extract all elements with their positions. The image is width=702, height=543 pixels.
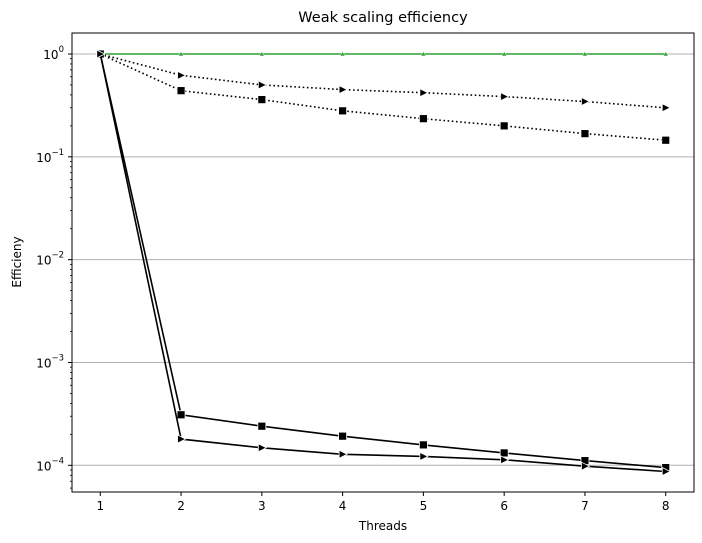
series-1-point bbox=[178, 50, 184, 57]
y-tick-label-base: 10 bbox=[36, 459, 51, 473]
series-5-point bbox=[500, 455, 510, 465]
x-tick-label: 6 bbox=[500, 499, 508, 513]
x-tick-label: 4 bbox=[339, 499, 347, 513]
series-3-point bbox=[418, 114, 428, 124]
x-tick-label: 5 bbox=[420, 499, 428, 513]
series-5-point bbox=[177, 434, 187, 444]
plot-series bbox=[95, 49, 672, 477]
series-2 bbox=[96, 49, 672, 113]
series-5-point bbox=[338, 449, 349, 459]
series-5 bbox=[96, 49, 672, 477]
series-1 bbox=[97, 50, 669, 57]
x-tick-label: 2 bbox=[177, 499, 185, 513]
series-2-point bbox=[338, 85, 349, 95]
x-tick-label: 1 bbox=[96, 499, 104, 513]
series-1-point bbox=[582, 50, 588, 57]
series-5-point bbox=[96, 49, 106, 59]
series-2-point bbox=[661, 103, 672, 113]
y-tick-label: 100 bbox=[43, 45, 64, 62]
series-2-point bbox=[257, 80, 268, 90]
series-3 bbox=[95, 49, 671, 145]
series-1-point bbox=[420, 50, 427, 57]
y-axis-label: Efficieny bbox=[10, 236, 24, 287]
y-tick-label-exponent: −3 bbox=[51, 353, 64, 363]
series-1-point bbox=[258, 50, 265, 57]
x-tick-label: 3 bbox=[258, 499, 266, 513]
series-4-line bbox=[99, 53, 666, 469]
y-tick-label: 10−1 bbox=[36, 148, 64, 165]
series-2-line bbox=[100, 53, 666, 109]
series-4-point bbox=[418, 440, 428, 450]
series-5-point bbox=[419, 451, 429, 462]
series-4-point bbox=[338, 431, 348, 441]
y-tick-label: 10−4 bbox=[36, 456, 64, 473]
series-1-point bbox=[662, 50, 669, 57]
plot-frame bbox=[71, 32, 695, 493]
series-3-line bbox=[99, 53, 666, 141]
x-axis-label: Threads bbox=[358, 519, 407, 533]
series-4-point bbox=[499, 448, 509, 458]
series-3-point bbox=[257, 95, 267, 105]
series-4-point bbox=[176, 410, 186, 420]
x-tick-label: 7 bbox=[581, 499, 589, 513]
series-3-point bbox=[338, 106, 348, 116]
series-5-point bbox=[581, 461, 591, 471]
series-3-point bbox=[499, 121, 509, 131]
axes bbox=[71, 32, 695, 493]
y-tick-label-exponent: 0 bbox=[59, 45, 64, 55]
chart-title: Weak scaling efficiency bbox=[298, 10, 468, 26]
y-tick-label: 10−2 bbox=[36, 251, 64, 268]
series-5-point bbox=[257, 443, 268, 453]
series-3-point bbox=[580, 129, 590, 139]
x-tick-label: 8 bbox=[662, 499, 670, 513]
y-tick-label-base: 10 bbox=[43, 48, 58, 62]
series-2-point bbox=[419, 88, 429, 98]
series-5-point bbox=[661, 466, 672, 477]
y-tick-label-base: 10 bbox=[36, 356, 51, 370]
y-tick-label-base: 10 bbox=[36, 254, 51, 268]
series-5-line bbox=[99, 53, 666, 473]
y-tick-label-exponent: −1 bbox=[51, 148, 64, 158]
y-tick-label-base: 10 bbox=[36, 151, 51, 165]
series-3-point bbox=[661, 135, 671, 145]
series-3-point bbox=[176, 86, 186, 96]
series-2-point bbox=[581, 96, 591, 107]
series-1-point bbox=[501, 50, 508, 57]
y-tick-label: 10−3 bbox=[36, 353, 64, 370]
series-1-point bbox=[339, 50, 346, 57]
series-2-point bbox=[177, 70, 187, 80]
series-4-point bbox=[257, 421, 267, 431]
y-tick-label-exponent: −4 bbox=[51, 456, 64, 466]
y-tick-label-exponent: −2 bbox=[51, 251, 64, 261]
series-2-point bbox=[500, 91, 510, 102]
